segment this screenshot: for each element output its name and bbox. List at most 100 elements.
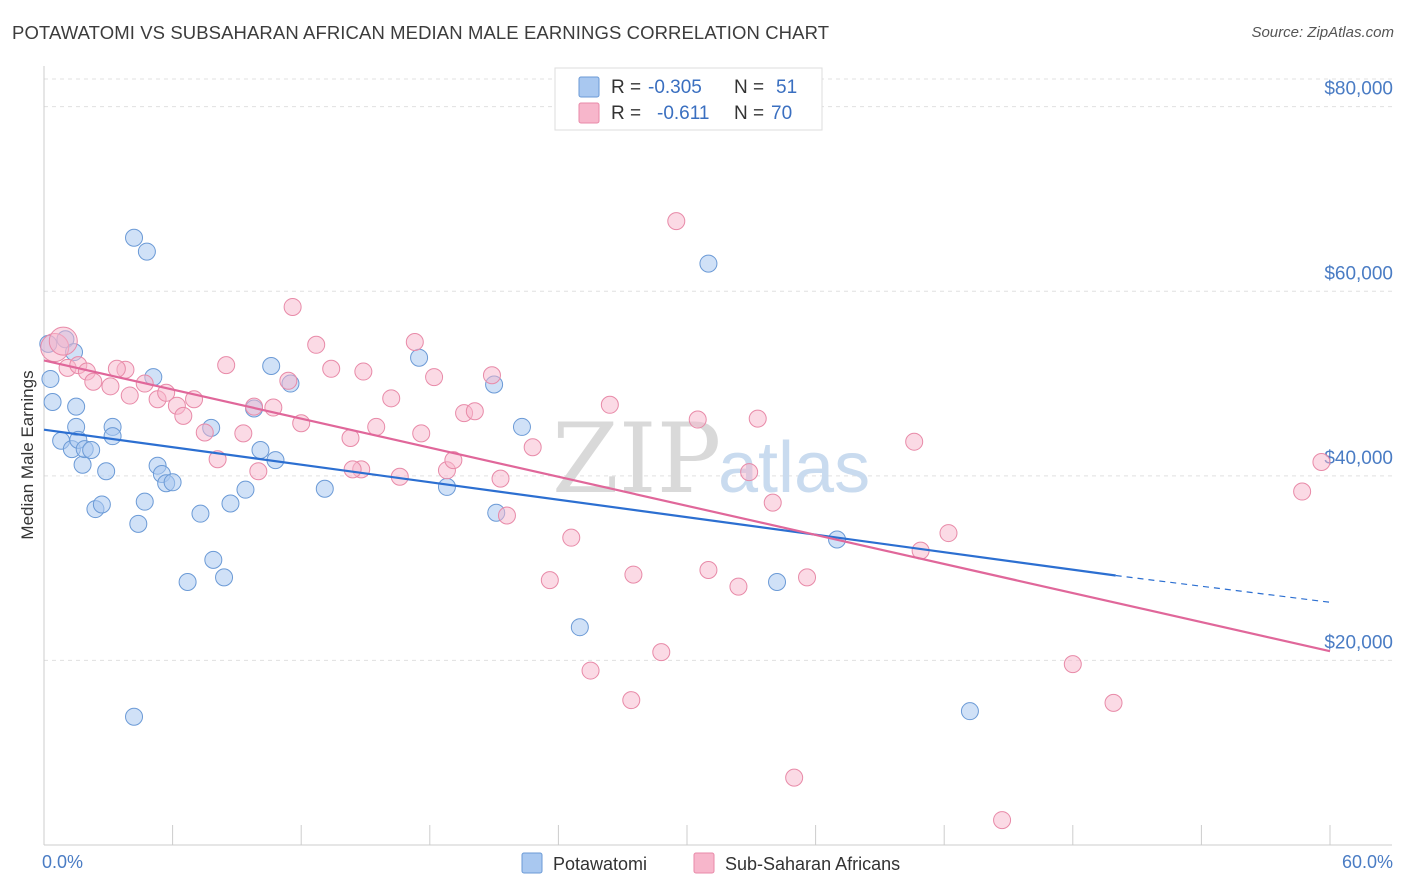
data-point-potawatomi — [129, 514, 148, 533]
data-point-subsaharan — [425, 368, 444, 387]
data-point-potawatomi — [125, 707, 144, 726]
data-point-potawatomi — [135, 492, 154, 511]
data-point-subsaharan — [624, 565, 643, 584]
bottom-legend-potawatomi: Potawatomi — [553, 854, 647, 874]
series-legend: Potawatomi Sub-Saharan Africans — [521, 852, 900, 874]
data-point-subsaharan — [412, 424, 431, 443]
data-point-subsaharan — [382, 389, 401, 408]
legend-swatch-subsaharan — [578, 102, 600, 124]
data-point-subsaharan — [905, 432, 924, 451]
trendlines — [43, 359, 1331, 653]
data-point-subsaharan — [367, 417, 386, 436]
data-point-potawatomi — [768, 572, 787, 591]
data-point-potawatomi — [437, 477, 456, 496]
data-point-potawatomi — [67, 397, 86, 416]
chart-title: POTAWATOMI VS SUBSAHARAN AFRICAN MEDIAN … — [12, 22, 830, 43]
data-point-subsaharan — [763, 493, 782, 512]
axes: $20,000 $40,000 $60,000 $80,000 0.0% 60.0% — [42, 66, 1393, 872]
data-point-subsaharan — [217, 356, 236, 375]
data-point-subsaharan — [482, 366, 501, 385]
data-point-subsaharan — [322, 359, 341, 378]
data-point-subsaharan — [174, 406, 193, 425]
data-point-potawatomi — [221, 494, 240, 513]
data-point-subsaharan — [120, 386, 139, 405]
data-point-potawatomi — [43, 393, 62, 412]
data-point-potawatomi — [82, 441, 101, 460]
data-point-potawatomi — [215, 568, 234, 587]
data-point-subsaharan — [581, 661, 600, 680]
data-point-subsaharan — [1063, 655, 1082, 674]
bottom-legend-subsaharan: Sub-Saharan Africans — [725, 854, 900, 874]
data-point-potawatomi — [960, 702, 979, 721]
legend-r-value-1: -0.305 — [648, 77, 702, 98]
data-point-subsaharan — [729, 577, 748, 596]
data-point-subsaharan — [1104, 693, 1123, 712]
data-point-subsaharan — [798, 568, 817, 587]
data-point-subsaharan — [307, 335, 326, 354]
data-point-subsaharan — [562, 528, 581, 547]
data-point-subsaharan — [1312, 453, 1331, 471]
trendline-subsaharan — [43, 359, 1331, 653]
data-point-subsaharan — [405, 333, 424, 352]
data-point-subsaharan — [234, 424, 253, 443]
legend-r-value-2: -0.611 — [657, 103, 709, 124]
data-point-subsaharan — [688, 410, 707, 429]
y-tick-label: $20,000 — [1324, 632, 1393, 653]
data-point-potawatomi — [512, 417, 531, 436]
data-point-subsaharan — [249, 462, 268, 481]
legend-n-value-1: 51 — [776, 77, 797, 98]
data-point-potawatomi — [262, 357, 281, 376]
data-point-potawatomi — [97, 462, 116, 481]
data-point-potawatomi — [410, 348, 429, 367]
x-tick-label-min: 0.0% — [42, 852, 83, 872]
data-point-subsaharan — [491, 469, 510, 488]
data-point-potawatomi — [137, 242, 156, 261]
data-point-subsaharan — [740, 463, 759, 482]
data-point-potawatomi — [125, 228, 144, 247]
data-point-potawatomi — [92, 495, 111, 514]
data-point-subsaharan — [993, 811, 1012, 830]
correlation-legend: R = -0.305 N = 51 R = -0.611 N = 70 — [554, 67, 823, 131]
data-point-subsaharan — [523, 438, 542, 457]
data-point-potawatomi — [103, 427, 122, 446]
y-axis-label: Median Male Earnings — [18, 370, 37, 539]
legend-n-value-2: 70 — [771, 103, 792, 124]
data-point-subsaharan — [101, 377, 120, 396]
data-point-potawatomi — [178, 572, 197, 591]
trendline-potawatomi — [43, 428, 1116, 577]
watermark-atlas: atlas — [718, 428, 870, 508]
data-point-subsaharan — [497, 506, 516, 525]
data-point-subsaharan — [1293, 482, 1312, 501]
data-point-subsaharan — [84, 372, 103, 391]
data-point-subsaharan — [343, 460, 362, 479]
y-tick-label: $40,000 — [1324, 448, 1393, 469]
grid-lines — [44, 78, 1392, 661]
data-point-subsaharan — [939, 524, 958, 543]
series-subsaharan-points — [40, 212, 1331, 830]
x-tick-label-max: 60.0% — [1342, 852, 1393, 872]
data-point-potawatomi — [315, 479, 334, 498]
data-point-subsaharan — [652, 643, 671, 662]
bottom-legend-swatch-subsaharan — [693, 852, 715, 874]
data-point-subsaharan — [354, 362, 373, 381]
data-point-potawatomi — [41, 369, 60, 388]
data-point-potawatomi — [251, 441, 270, 460]
data-point-potawatomi — [236, 480, 255, 499]
legend-r-label-2: R = — [611, 103, 641, 124]
data-point-subsaharan — [540, 571, 559, 590]
source-credit: Source: ZipAtlas.com — [1251, 24, 1394, 41]
data-point-potawatomi — [191, 504, 210, 523]
y-tick-label: $80,000 — [1324, 79, 1393, 100]
data-point-subsaharan — [600, 395, 619, 414]
legend-n-label-1: N = — [734, 77, 764, 98]
bottom-legend-swatch-potawatomi — [521, 852, 543, 874]
legend-n-label-2: N = — [734, 103, 764, 124]
data-point-subsaharan — [465, 402, 484, 421]
data-point-subsaharan — [279, 371, 298, 390]
data-point-potawatomi — [73, 455, 92, 474]
data-point-subsaharan — [785, 768, 804, 787]
trendline-potawatomi-extension — [1115, 574, 1331, 603]
data-point-subsaharan — [444, 451, 463, 470]
data-point-subsaharan — [283, 297, 302, 316]
data-point-potawatomi — [163, 473, 182, 492]
